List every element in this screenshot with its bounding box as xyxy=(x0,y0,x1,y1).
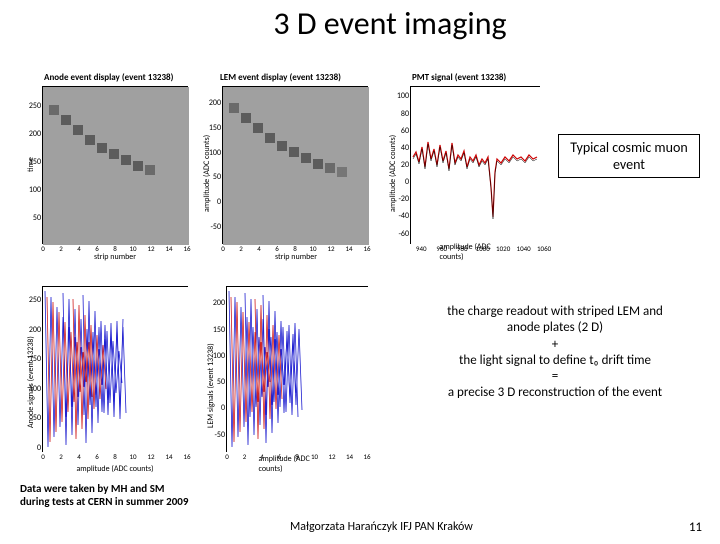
plot-area: 200 150 100 50 0 -50 0 2 4 6 8 10 12 14 … xyxy=(222,86,368,244)
data-note-line: Data were taken by MH and SM xyxy=(20,482,188,495)
summary-text: the charge readout with striped LEM and … xyxy=(400,304,710,402)
page-number: 11 xyxy=(689,520,702,535)
x-axis-label: strip number xyxy=(94,252,136,262)
summary-line: = xyxy=(400,369,710,385)
x-axis-label: amplitude (ADC counts) xyxy=(259,454,336,474)
multiwave-svg xyxy=(227,287,369,453)
multiwave-svg xyxy=(43,287,189,453)
summary-line: a precise 3 D reconstruction of the even… xyxy=(400,385,710,401)
slide-title: 3 D event imaging xyxy=(60,4,720,43)
summary-line: the charge readout with striped LEM and xyxy=(400,304,710,320)
x-axis-label: amplitude (ADC counts) xyxy=(76,464,153,474)
plot-anode-signals: Anode signals (event 13238) 250 200 150 … xyxy=(20,278,194,478)
data-note: Data were taken by MH and SM during test… xyxy=(20,482,188,508)
plot-area: 200 150 100 50 0 -50 0 2 4 6 8 10 12 14 … xyxy=(226,286,368,452)
x-axis-label: amplitude (ADC counts) xyxy=(440,242,515,262)
plot-title: LEM event display (event 13238) xyxy=(220,72,341,83)
plot-area: 250 200 150 100 50 0 0 2 4 6 8 10 12 14 … xyxy=(42,286,188,452)
plot-title: Anode event display (event 13238) xyxy=(44,72,173,83)
plot-pmt-signal: PMT signal (event 13238) amplitude (ADC … xyxy=(382,72,552,270)
summary-line: the light signal to define t₀ drift time xyxy=(400,353,710,369)
summary-line: + xyxy=(400,337,710,353)
plot-area: 100 80 60 40 20 0 -20 -40 -60 940 960 98… xyxy=(410,86,540,244)
callout-box: Typical cosmic muon event xyxy=(558,134,700,178)
summary-line: anode plates (2 D) xyxy=(400,320,710,336)
heatmap-svg xyxy=(223,87,369,245)
waveform-svg xyxy=(411,87,541,245)
y-axis-label: amplitude (ADC counts) xyxy=(388,135,398,212)
data-note-line: during tests at CERN in summer 2009 xyxy=(20,495,188,508)
heatmap-svg xyxy=(43,87,189,245)
y-axis-label: amplitude (ADC counts) xyxy=(202,135,212,212)
plot-anode-heatmap: Anode event display (event 13238) time 2… xyxy=(20,72,196,270)
plot-lem-heatmap: LEM event display (event 13238) amplitud… xyxy=(196,72,376,270)
plot-lem-signals: LEM signals (event 13238) 200 150 100 50… xyxy=(200,278,374,478)
x-axis-label: strip number xyxy=(275,252,317,262)
callout-text: Typical cosmic muon event xyxy=(570,139,687,173)
footer-credit: Małgorzata Harańczyk IFJ PAN Kraków xyxy=(290,520,473,534)
plot-title: PMT signal (event 13238) xyxy=(412,72,506,83)
plots-row2: Anode signals (event 13238) 250 200 150 … xyxy=(20,278,380,478)
plot-area: 250 200 150 100 50 0 2 4 6 8 10 12 14 16 xyxy=(42,86,188,244)
